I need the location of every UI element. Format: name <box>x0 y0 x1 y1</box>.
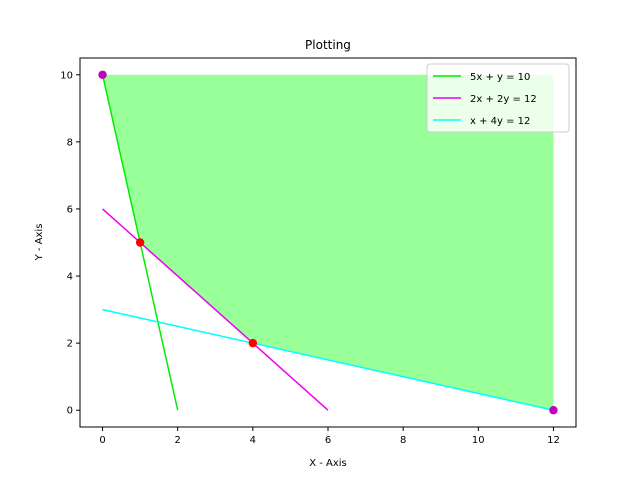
y-tick-label: 2 <box>67 339 73 350</box>
x-axis-label: X - Axis <box>309 458 347 469</box>
x-tick-label: 0 <box>99 435 105 446</box>
legend-label-1: 5x + y = 10 <box>470 72 530 83</box>
data-point-3 <box>135 238 145 247</box>
legend-box <box>426 63 570 133</box>
y-tick-label: 10 <box>60 70 73 81</box>
x-tick-label: 6 <box>325 435 331 446</box>
y-tick-label: 4 <box>67 272 73 283</box>
y-axis-label: Y - Axis <box>34 224 45 262</box>
x-tick-label: 10 <box>472 435 485 446</box>
legend: 5x + y = 10 2x + 2y = 12 x + 4y = 12 <box>426 63 570 133</box>
y-tick-label: 8 <box>67 137 73 148</box>
feasible-region <box>102 74 554 411</box>
x-tick-label: 8 <box>400 435 406 446</box>
series-line-3 <box>102 308 554 411</box>
legend-label-2: 2x + 2y = 12 <box>470 94 537 105</box>
chart-title: Plotting <box>305 38 351 52</box>
data-point-2 <box>549 406 558 415</box>
x-tick-label: 4 <box>250 435 256 446</box>
legend-label-3: x + 4y = 12 <box>470 116 530 127</box>
data-point-1 <box>98 70 107 79</box>
data-point-4 <box>248 338 258 348</box>
x-tick-label: 2 <box>175 435 181 446</box>
y-tick-label: 6 <box>67 204 73 215</box>
x-tick-label: 12 <box>547 435 560 446</box>
y-tick-label: 0 <box>67 406 73 417</box>
